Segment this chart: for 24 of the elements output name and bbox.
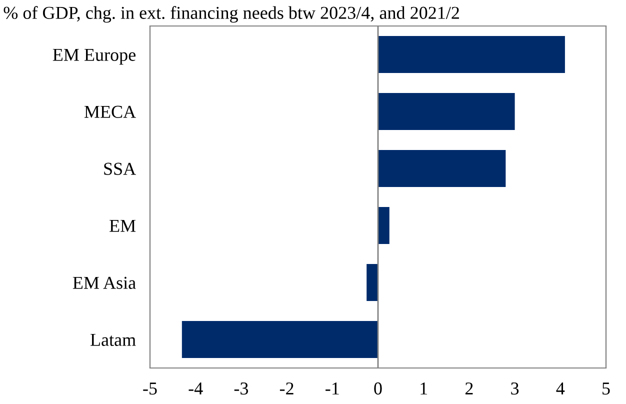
x-tick-label: -1 (326, 382, 339, 394)
bar (378, 92, 515, 130)
x-tick-label: -2 (280, 382, 294, 394)
x-tick-label: 4 (556, 382, 565, 394)
bar (182, 320, 378, 358)
bar (378, 206, 390, 244)
x-tick-label: -5 (143, 382, 157, 395)
y-tick-label: SSA (104, 162, 136, 175)
x-tick-label: 3 (511, 382, 519, 395)
x-tick-label: -3 (234, 382, 248, 395)
x-tick-label: 2 (465, 382, 473, 394)
y-tick-label: EM (110, 220, 136, 232)
y-tick-label: EM Asia (72, 276, 136, 289)
x-tick-label: -4 (188, 382, 203, 394)
bar (378, 150, 506, 188)
y-tick-label: EM Europe (52, 48, 136, 65)
x-tick-label: 1 (420, 382, 428, 394)
x-tick-label: 0 (374, 382, 382, 395)
x-tick-label: 5 (602, 382, 610, 395)
bar (366, 264, 378, 302)
y-tick-label: Latam (90, 334, 136, 346)
y-tick-label: MECA (84, 106, 136, 118)
chart-title: % of GDP, chg. in ext. financing needs btw 2023/4, and 2021/2 (4, 6, 459, 23)
bar (378, 36, 565, 74)
